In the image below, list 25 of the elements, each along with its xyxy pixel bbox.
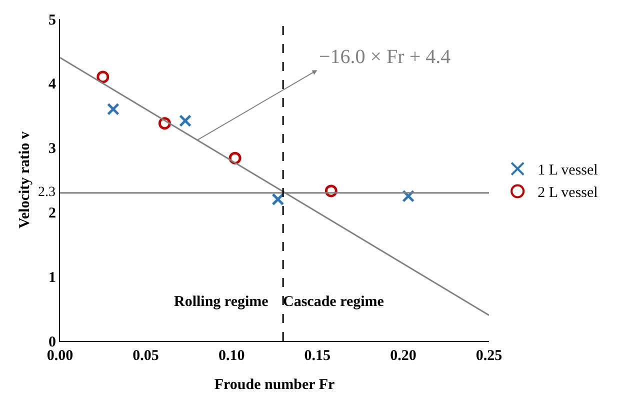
point	[272, 193, 284, 206]
ref-line-label: 2.3	[38, 185, 56, 200]
y-tick-label: 5	[48, 12, 56, 28]
legend-label: 2 L vessel	[538, 185, 598, 202]
x-tick-label: 0.00	[46, 348, 74, 364]
y-tick-label: 4	[48, 76, 56, 93]
point	[96, 70, 110, 84]
y-tick-label: 2	[48, 205, 56, 222]
annotation: −16.0 × Fr + 4.4	[319, 46, 451, 68]
annotation: Rolling regime	[174, 294, 269, 310]
x-tick-label: 0.15	[304, 348, 331, 364]
x-tick-label: 0.25	[476, 348, 502, 364]
x-axis-title: Froude number Fr	[214, 377, 335, 393]
point	[324, 184, 338, 198]
x-tick-label: 0.20	[390, 348, 416, 364]
x-tick-label: 0.05	[132, 348, 159, 364]
legend-label: 1 L vessel	[538, 162, 598, 179]
y-tick-label: 0	[48, 334, 56, 350]
point	[106, 102, 120, 116]
annotation: Cascade regime	[283, 294, 384, 310]
y-axis-title: Velocity ratio v	[16, 131, 33, 228]
y-tick-label: 1	[48, 270, 56, 286]
y-tick-label: 3	[48, 141, 56, 158]
x-tick-label: 0.10	[218, 348, 245, 364]
point	[179, 114, 192, 127]
